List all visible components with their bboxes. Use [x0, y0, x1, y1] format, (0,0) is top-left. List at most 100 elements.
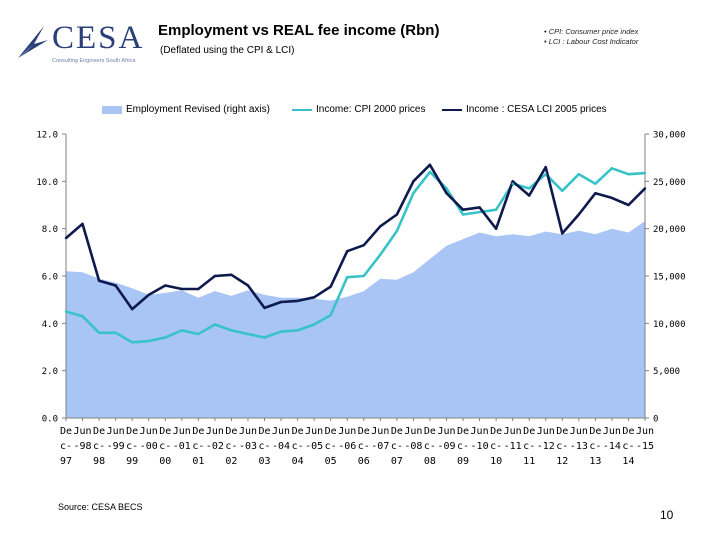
x-tick-label-top: Jun	[305, 426, 323, 437]
y-right-tick-label: 20,000	[653, 225, 686, 235]
legend-label-lci: Income : CESA LCI 2005 prices	[466, 104, 607, 115]
x-tick-label-mid: -10	[471, 441, 489, 452]
y-left-tick-label: 4.0	[42, 320, 58, 330]
lci-point	[64, 236, 68, 240]
x-tick-label-top: De	[258, 426, 270, 437]
lci-point	[594, 192, 597, 195]
legend-swatch-cpi	[292, 108, 312, 111]
x-tick-label-bottom: 02	[225, 456, 237, 467]
x-tick-label-bottom: 08	[424, 456, 436, 467]
x-tick-label-mid: c-	[192, 441, 204, 452]
x-tick-label-mid: c-	[490, 441, 502, 452]
cpi-point	[478, 210, 481, 214]
employment-area	[66, 221, 645, 418]
x-tick-label-top: Jun	[272, 426, 290, 437]
x-tick-label-bottom: 10	[490, 456, 502, 467]
x-tick-label-bottom: 13	[589, 456, 601, 467]
cpi-point	[395, 229, 399, 233]
cpi-point	[97, 331, 101, 334]
lci-point	[279, 300, 283, 304]
cpi-point	[379, 253, 382, 256]
cpi-point	[610, 167, 614, 170]
lci-point	[296, 299, 299, 303]
lci-point	[246, 284, 250, 287]
cpi-point	[213, 323, 217, 326]
cpi-point	[329, 313, 332, 317]
lci-point	[428, 163, 432, 166]
lci-point	[627, 203, 630, 207]
x-tick-label-mid: -03	[239, 441, 257, 452]
x-tick-label-mid: -00	[140, 441, 158, 452]
x-tick-label-bottom: 05	[325, 456, 337, 467]
x-tick-label-mid: -02	[206, 441, 224, 452]
x-tick-label-mid: c-	[424, 441, 436, 452]
x-tick-label-bottom: 11	[523, 456, 535, 467]
chart-legend: Employment Revised (right axis) Income: …	[0, 104, 720, 120]
lci-point	[346, 250, 349, 253]
cpi-point	[544, 173, 547, 176]
lci-point	[412, 180, 415, 183]
x-tick-label-top: De	[358, 426, 370, 437]
lci-point	[131, 307, 134, 311]
x-tick-label-top: Jun	[206, 426, 224, 437]
cpi-point	[511, 182, 514, 185]
x-tick-label-mid: c-	[258, 441, 270, 452]
x-tick-label-mid: c-	[457, 441, 469, 452]
x-tick-label-mid: -14	[603, 441, 621, 452]
x-tick-label-mid: -07	[371, 441, 389, 452]
x-tick-label-mid: c-	[622, 441, 634, 452]
cpi-point	[180, 329, 183, 332]
y-left-tick-label: 2.0	[42, 367, 58, 377]
x-tick-label-mid: -15	[636, 441, 654, 452]
chart-subtitle: (Deflated using the CPI & LCI)	[160, 45, 295, 56]
x-tick-label-bottom: 97	[60, 456, 72, 467]
cpi-point	[279, 330, 283, 333]
x-tick-label-mid: c-	[358, 441, 370, 452]
y-right-tick-label: 5,000	[653, 367, 680, 377]
lci-point	[213, 274, 217, 278]
cpi-point	[131, 341, 134, 344]
x-tick-label-top: De	[391, 426, 403, 437]
x-tick-label-top: De	[93, 426, 105, 437]
cpi-point	[296, 329, 299, 332]
x-tick-label-top: De	[292, 426, 304, 437]
x-tick-label-top: Jun	[636, 426, 654, 437]
lci-point	[230, 273, 233, 276]
legend-swatch-employment	[102, 105, 122, 114]
y-right-tick-label: 10,000	[653, 320, 686, 330]
x-tick-label-mid: c-	[126, 441, 138, 452]
x-tick-label-top: De	[490, 426, 502, 437]
note-cpi: • CPI: Consumer price index	[544, 27, 639, 36]
x-tick-label-bottom: 98	[93, 456, 105, 467]
x-tick-label-mid: c-	[556, 441, 568, 452]
page-number: 10	[660, 508, 674, 522]
x-tick-label-mid: -09	[437, 441, 455, 452]
cpi-point	[528, 187, 531, 190]
source-note: Source: CESA BECS	[58, 502, 143, 512]
cpi-point	[230, 329, 233, 332]
y-right-tick-label: 0	[653, 415, 658, 425]
y-right-tick-label: 25,000	[653, 178, 686, 188]
x-tick-label-top: De	[325, 426, 337, 437]
x-tick-label-top: Jun	[603, 426, 621, 437]
x-tick-label-top: Jun	[437, 426, 455, 437]
y-left-tick-label: 10.0	[36, 178, 58, 188]
cpi-point	[197, 332, 200, 336]
x-tick-label-mid: -05	[305, 441, 323, 452]
cesa-logo: CESA Consulting Engineers South Africa	[14, 18, 144, 66]
x-tick-label-top: De	[225, 426, 237, 437]
lci-point	[494, 227, 498, 230]
x-tick-label-bottom: 09	[457, 456, 469, 467]
x-tick-label-mid: -13	[570, 441, 588, 452]
x-tick-label-mid: c-	[225, 441, 237, 452]
x-tick-label-top: De	[589, 426, 601, 437]
x-tick-label-top: De	[424, 426, 436, 437]
y-left-tick-label: 0.0	[42, 415, 58, 425]
cpi-point	[164, 336, 167, 339]
x-tick-label-top: De	[159, 426, 171, 437]
x-tick-label-mid: c-	[60, 441, 72, 452]
x-tick-label-mid: -12	[537, 441, 555, 452]
logo-wordmark: CESA	[52, 20, 145, 56]
cpi-point	[627, 173, 630, 176]
x-tick-label-top: De	[192, 426, 204, 437]
